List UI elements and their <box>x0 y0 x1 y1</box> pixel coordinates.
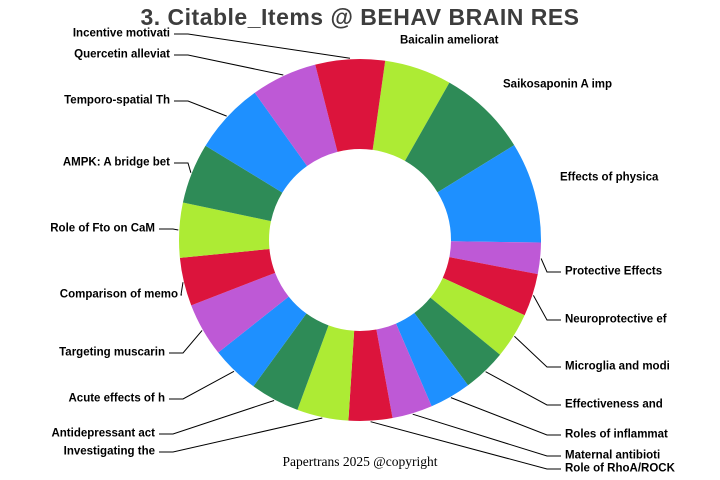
leader-line <box>169 370 235 400</box>
pie-slice-13 <box>218 296 307 387</box>
slice-label: Effects of physica <box>560 171 659 184</box>
pie-slice-19 <box>254 64 338 166</box>
leader-line <box>180 282 184 296</box>
leader-line <box>532 295 561 321</box>
pie-slice-11 <box>297 325 355 421</box>
pie-slice-9 <box>376 323 432 419</box>
pie-slice-8 <box>396 313 469 407</box>
leader-line <box>159 417 323 453</box>
pie-slice-5 <box>442 257 538 316</box>
slice-label: Incentive motivati <box>72 27 170 40</box>
leader-line <box>174 33 351 59</box>
pie-slice-3 <box>437 145 541 243</box>
leader-line <box>370 421 561 470</box>
pie-slice-4 <box>449 241 541 275</box>
slice-label: Neuroprotective ef <box>565 313 667 326</box>
pie-slice-12 <box>253 313 329 410</box>
slice-label: Baicalin ameliorat <box>400 34 499 47</box>
slice-label: Roles of inflammat <box>565 428 668 441</box>
slice-label: Microglia and modi <box>565 360 670 373</box>
slice-label: AMPK: A bridge bet <box>62 156 170 169</box>
slice-label: Role of RhoA/ROCK <box>565 462 675 475</box>
slice-label: Antidepressant act <box>51 427 155 440</box>
slice-label: Role of Fto on CaM <box>50 222 155 235</box>
chart-title: 3. Citable_Items @ BEHAV BRAIN RES <box>140 4 580 30</box>
slice-label: Comparison of memo <box>59 288 178 301</box>
leader-line <box>169 330 203 354</box>
pie-slice-17 <box>182 145 283 222</box>
leader-line <box>174 54 284 76</box>
slice-label: Temporo-spatial Th <box>64 94 170 107</box>
slice-label: Quercetin alleviat <box>74 48 170 61</box>
pie-slice-7 <box>414 297 501 386</box>
leader-line <box>450 397 561 436</box>
pie-slice-6 <box>430 277 525 355</box>
leader-line <box>540 258 561 273</box>
slice-label: Effectiveness and <box>565 398 663 411</box>
pie-slice-14 <box>191 272 289 353</box>
slice-label: Targeting muscarin <box>59 346 165 359</box>
slice-label: Maternal antibioti <box>565 449 661 462</box>
leader-line <box>174 162 192 173</box>
pie-slice-20 <box>315 58 386 152</box>
pie-slice-16 <box>179 202 271 258</box>
leader-line <box>514 335 561 368</box>
leader-line <box>485 371 561 406</box>
pie-slice-18 <box>205 92 308 193</box>
leader-line <box>159 400 275 435</box>
leader-line <box>159 228 179 231</box>
pie-slice-15 <box>179 249 276 306</box>
slice-label: Acute effects of h <box>68 392 166 405</box>
pie-slice-1 <box>372 60 450 161</box>
slice-label: Saikosaponin A imp <box>503 78 613 91</box>
slice-label: Investigating the <box>63 445 155 458</box>
copyright-footer: Papertrans 2025 @copyright <box>282 454 438 469</box>
leader-line <box>174 100 227 117</box>
pie-slice-2 <box>404 82 515 193</box>
pie-slice-10 <box>348 329 393 422</box>
slice-label: Protective Effects <box>565 265 663 278</box>
leader-line <box>412 413 561 457</box>
